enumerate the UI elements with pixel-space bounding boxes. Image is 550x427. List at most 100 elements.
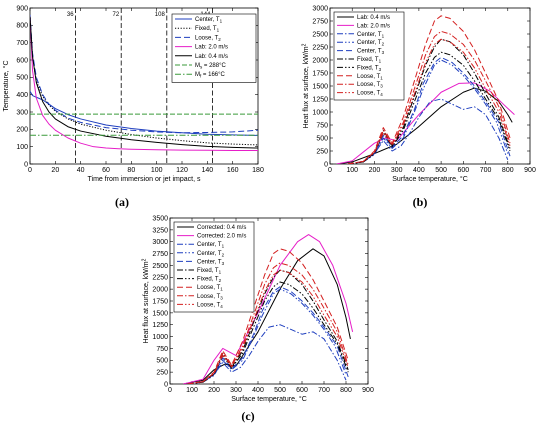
x-tick-label: 400 xyxy=(413,167,425,174)
y-tick-label: 750 xyxy=(156,346,168,353)
x-tick-label: 200 xyxy=(208,387,220,394)
y-tick-label: 200 xyxy=(16,127,28,134)
y-tick-label: 250 xyxy=(156,370,168,377)
legend-entry: Center, T2 xyxy=(357,40,385,47)
legend-entry: Center, T2 xyxy=(197,251,225,257)
legend-entry: Center, T1 xyxy=(357,32,385,39)
y-tick-label: 2500 xyxy=(152,263,168,270)
x-tick-label: 20 xyxy=(51,167,59,174)
y-tick-label: 1000 xyxy=(152,334,168,341)
legend-entry: Loose, T3 xyxy=(357,82,383,89)
y-tick-label: 100 xyxy=(16,144,28,151)
legend-entry: Loose, T3 xyxy=(197,294,223,301)
x-tick-label: 120 xyxy=(176,167,188,174)
y-tick-label: 2250 xyxy=(312,44,328,51)
x-tick-label: 100 xyxy=(186,387,198,394)
x-tick-label: 700 xyxy=(318,387,330,394)
legend-box xyxy=(173,221,255,313)
time-marker-label: 108 xyxy=(155,12,166,18)
series-group xyxy=(30,14,258,151)
y-tick-label: 1750 xyxy=(312,70,328,77)
x-axis-label: Surface temperature, °C xyxy=(392,175,468,183)
series-line xyxy=(30,16,258,149)
legend-entry: Fixed, T2 xyxy=(197,277,222,284)
x-tick-label: 700 xyxy=(480,167,492,174)
panel-label: (b) xyxy=(413,195,428,209)
legend-entry: Fixed, T3 xyxy=(357,65,382,72)
y-tick-label: 2000 xyxy=(152,287,168,294)
y-tick-label: 2500 xyxy=(312,31,328,38)
x-tick-label: 60 xyxy=(102,167,110,174)
series-line xyxy=(347,51,511,164)
panel-c: 0 100 200 300 400 500 600 700 800 900 0 250 500 750 10… xyxy=(142,215,374,423)
legend-entry: Corrected: 0.4 m/s xyxy=(197,225,246,231)
y-axis-label: Heat flux at surface, kW/m2 xyxy=(302,43,311,128)
y-tick-label: 700 xyxy=(16,40,28,47)
y-tick-label: 750 xyxy=(316,122,328,129)
x-axis-label: Time from immersion or jet impact, s xyxy=(88,176,201,183)
x-tick-label: 180 xyxy=(252,167,264,174)
y-tick-label: 2750 xyxy=(152,251,168,258)
x-tick-label: 800 xyxy=(340,387,352,394)
x-tick-label: 40 xyxy=(77,167,85,174)
time-marker-label: 36 xyxy=(67,12,74,18)
legend-entry: Lab: 2.0 m/s xyxy=(357,23,390,29)
legend-entry: Loose, T1 xyxy=(197,285,223,292)
x-tick-label: 0 xyxy=(168,387,172,394)
legend-entry: Mf = 166°C xyxy=(195,72,226,79)
series-line xyxy=(30,90,258,136)
y-tick-label: 2000 xyxy=(312,57,328,64)
series-line xyxy=(347,30,511,164)
legend-entry: Loose, T1 xyxy=(357,74,383,81)
legend-entry: Center, T3 xyxy=(197,259,225,266)
y-tick-label: 1000 xyxy=(312,109,328,116)
series-group xyxy=(336,15,515,164)
time-marker-label: 72 xyxy=(113,12,120,18)
legend-entry: Fixed, T1 xyxy=(197,268,222,275)
y-axis-label: Temperature, °C xyxy=(2,60,10,111)
x-tick-label: 80 xyxy=(127,167,135,174)
legend-entry: Ms = 288°C xyxy=(195,63,226,70)
x-tick-label: 100 xyxy=(151,167,163,174)
x-tick-label: 600 xyxy=(296,387,308,394)
y-tick-label: 400 xyxy=(16,92,28,99)
y-tick-label: 3000 xyxy=(312,5,328,12)
y-tick-label: 2250 xyxy=(152,275,168,282)
legend-entry: Fixed, T1 xyxy=(357,57,382,64)
legend-entry: Lab: 0.4 m/s xyxy=(357,15,390,21)
panel-label: (c) xyxy=(241,409,254,423)
series-line xyxy=(347,15,511,164)
y-tick-label: 1500 xyxy=(312,83,328,90)
y-tick-label: 1500 xyxy=(152,310,168,317)
y-tick-label: 1750 xyxy=(152,298,168,305)
y-tick-label: 2750 xyxy=(312,18,328,25)
series-line xyxy=(347,56,511,164)
y-tick-label: 0 xyxy=(324,161,328,168)
series-group xyxy=(183,234,354,384)
y-tick-label: 500 xyxy=(316,135,328,142)
x-tick-label: 900 xyxy=(524,167,536,174)
x-tick-label: 160 xyxy=(227,167,239,174)
y-tick-label: 3250 xyxy=(152,227,168,234)
plot-frame xyxy=(29,7,259,165)
x-tick-label: 100 xyxy=(346,167,358,174)
panel-a: 0 20 40 60 80 100 120 140 160 180 0 100 200 300 400 500… xyxy=(2,5,264,209)
x-tick-label: 200 xyxy=(369,167,381,174)
legend-entry: Center, T1 xyxy=(197,242,225,249)
series-line xyxy=(347,59,509,164)
series-line xyxy=(187,248,349,384)
x-tick-label: 0 xyxy=(28,167,32,174)
series-line xyxy=(183,234,354,384)
y-tick-label: 900 xyxy=(16,5,28,12)
legend-entry: Center, T1 xyxy=(195,17,223,24)
series-line xyxy=(187,269,349,384)
x-tick-label: 500 xyxy=(435,167,447,174)
y-tick-label: 250 xyxy=(316,148,328,155)
panel-b: 0 100 200 300 400 500 600 700 800 900 0 250 500 750 10… xyxy=(302,5,536,209)
x-tick-label: 900 xyxy=(362,387,374,394)
series-line xyxy=(187,269,349,384)
y-tick-label: 600 xyxy=(16,57,28,64)
y-tick-label: 0 xyxy=(24,161,28,168)
x-tick-label: 140 xyxy=(201,167,213,174)
